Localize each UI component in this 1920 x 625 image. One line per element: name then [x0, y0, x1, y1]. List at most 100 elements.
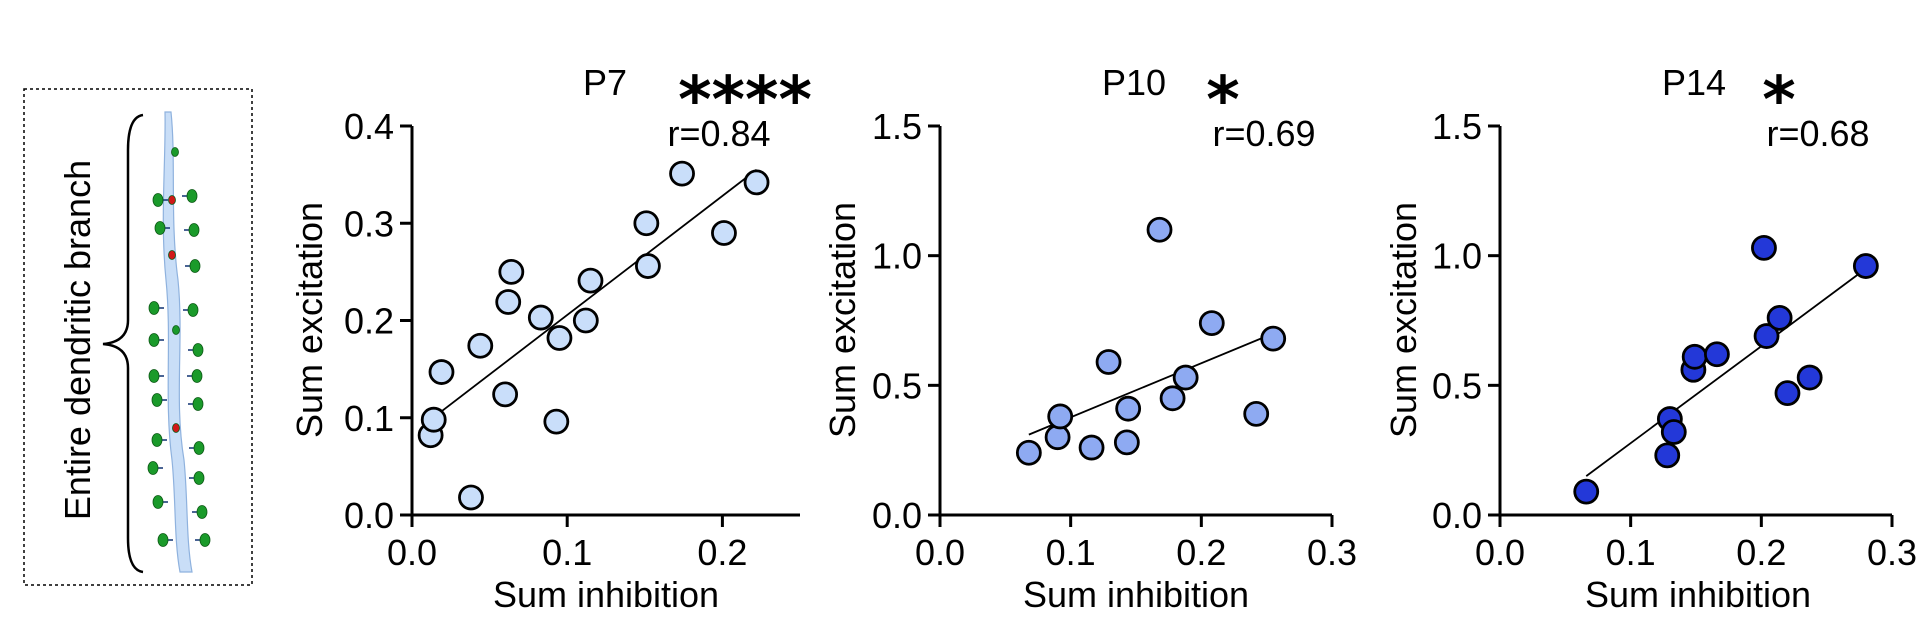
x-tick-label: 0.1: [1046, 532, 1096, 573]
data-point: [1078, 434, 1105, 461]
data-point: [467, 332, 494, 359]
panel-p7: P7 **** r=0.84 Sum excitation Sum inhibi…: [289, 62, 812, 615]
data-point: [577, 267, 604, 294]
excitatory-spine: [188, 223, 200, 237]
branch-label: Entire dendritic branch: [57, 160, 98, 520]
excitatory-spine: [152, 495, 164, 509]
x-axis-label: Sum inhibition: [1023, 574, 1249, 615]
excitatory-spine: [172, 325, 180, 335]
panel-title: P14: [1662, 62, 1726, 103]
y-tick-label: 1.5: [872, 106, 922, 147]
excitatory-spine: [199, 533, 211, 547]
data-point: [1113, 429, 1140, 456]
data-point: [1852, 253, 1879, 279]
data-point: [1260, 325, 1287, 352]
data-point: [1095, 349, 1122, 375]
x-tick-label: 0.1: [542, 532, 592, 573]
x-tick-label: 0.0: [1475, 532, 1525, 573]
data-point: [492, 381, 519, 408]
y-axis-label: Sum excitation: [289, 202, 330, 438]
data-point: [1573, 478, 1600, 505]
excitatory-spine: [186, 189, 198, 203]
data-point: [1654, 442, 1681, 469]
excitatory-spine: [193, 441, 205, 455]
excitatory-spine: [151, 393, 163, 407]
data-point: [635, 253, 661, 279]
data-point: [572, 307, 599, 334]
y-tick-label: 0.0: [1432, 495, 1482, 536]
data-point: [711, 220, 737, 246]
data-point: [1159, 385, 1186, 412]
significance-stars: *: [1762, 64, 1795, 138]
panel-p14: P14 * r=0.68 Sum excitation Sum inhibiti…: [1383, 62, 1917, 615]
x-tick-label: 0.0: [387, 532, 437, 573]
correlation-label: r=0.69: [1212, 113, 1315, 154]
x-tick-label: 0.2: [1176, 532, 1226, 573]
data-point: [527, 304, 554, 331]
curly-brace: [102, 113, 144, 574]
excitatory-spine: [189, 259, 201, 273]
data-point: [1172, 364, 1199, 391]
data-point: [546, 325, 573, 351]
x-tick-label: 0.3: [1867, 532, 1917, 573]
data-point: [1704, 341, 1730, 368]
data-point: [669, 160, 695, 187]
excitatory-spine: [148, 333, 160, 347]
y-tick-label: 1.5: [1432, 106, 1482, 147]
significance-stars: ****: [678, 64, 812, 138]
y-tick-label: 0.1: [344, 398, 394, 439]
panel-title: P10: [1102, 62, 1166, 103]
inhibitory-synapse: [168, 250, 176, 260]
excitatory-spine: [148, 369, 160, 383]
data-point: [633, 210, 660, 237]
dendrite-shaft: [162, 111, 193, 573]
y-tick-label: 0.0: [872, 495, 922, 536]
excitatory-spine: [148, 301, 160, 315]
data-point: [1796, 364, 1823, 391]
excitatory-spine: [147, 461, 159, 475]
y-tick-label: 0.5: [1432, 365, 1482, 406]
data-point: [1681, 343, 1708, 370]
inset-frame: [23, 88, 253, 586]
data-point: [420, 406, 447, 433]
x-tick-label: 0.2: [697, 532, 747, 573]
data-point: [458, 484, 484, 511]
data-point: [1751, 234, 1777, 261]
dendritic-spines: [147, 147, 211, 547]
excitatory-spine: [157, 533, 169, 547]
x-axis-label: Sum inhibition: [493, 574, 719, 615]
y-tick-label: 0.2: [344, 301, 394, 342]
data-point: [1243, 400, 1270, 427]
correlation-label: r=0.68: [1766, 113, 1869, 154]
data-point: [495, 289, 522, 315]
significance-stars: *: [1206, 64, 1239, 138]
y-axis-label: Sum excitation: [1383, 202, 1424, 438]
data-point: [1660, 419, 1687, 445]
data-point: [1047, 403, 1074, 430]
excitatory-spine: [154, 221, 166, 235]
excitatory-spine: [196, 505, 208, 519]
y-tick-label: 0.0: [344, 495, 394, 536]
y-tick-label: 0.3: [344, 203, 394, 244]
excitatory-spine: [171, 147, 179, 157]
data-point: [1198, 310, 1225, 336]
excitatory-spine: [192, 397, 204, 411]
data-point: [743, 169, 770, 196]
excitatory-spine: [192, 343, 204, 357]
y-tick-label: 0.4: [344, 106, 394, 147]
data-point: [1115, 395, 1142, 422]
y-tick-label: 1.0: [872, 236, 922, 277]
regression-line: [430, 169, 758, 421]
dendrite-inset: Entire dendritic branch: [23, 88, 253, 586]
inhibitory-synapse: [172, 423, 180, 433]
data-point: [1753, 323, 1780, 349]
data-point: [1774, 380, 1801, 407]
excitatory-spine: [151, 433, 163, 447]
excitatory-spine: [193, 471, 205, 485]
x-tick-label: 0.1: [1606, 532, 1656, 573]
y-axis-label: Sum excitation: [822, 202, 863, 438]
data-point: [1766, 305, 1793, 331]
y-tick-label: 0.5: [872, 365, 922, 406]
data-point: [1015, 439, 1042, 466]
